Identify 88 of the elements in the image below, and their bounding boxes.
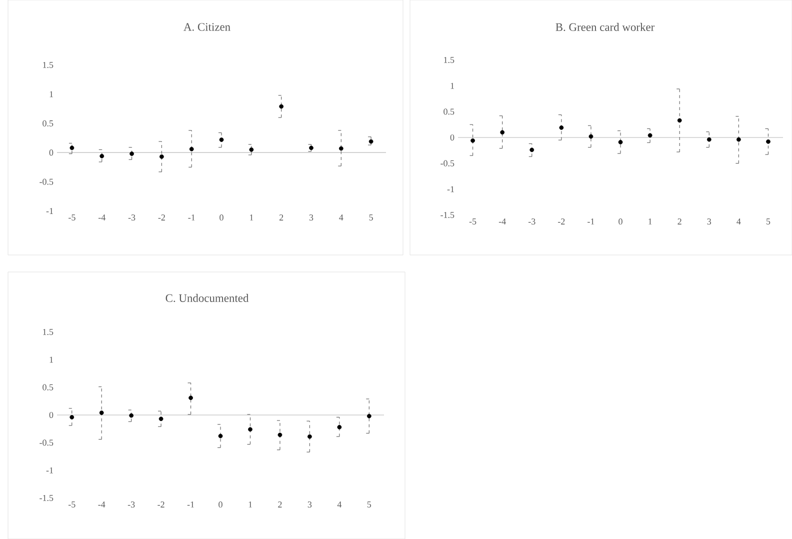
point (278, 432, 282, 438)
x-tick-label: 3 (707, 218, 712, 225)
point (337, 424, 342, 430)
point (500, 130, 505, 135)
y-tick-label: -1.5 (40, 494, 54, 502)
point (307, 434, 312, 439)
point (588, 134, 594, 139)
y-tick-label: 1 (50, 91, 53, 98)
point (368, 139, 374, 144)
point (366, 414, 372, 418)
point (736, 137, 741, 142)
y-tick-label: -1.5 (440, 212, 454, 218)
y-tick-label: -1 (46, 467, 53, 474)
point (618, 140, 623, 144)
chart-title: B. Green card worker (556, 22, 655, 32)
x-tick-label: 4 (339, 214, 344, 220)
point (219, 138, 224, 142)
x-tick-label: -2 (158, 502, 164, 508)
point (249, 147, 254, 152)
x-tick-label: -5 (68, 214, 76, 220)
x-tick-label: -2 (158, 214, 165, 220)
x-tick-label: 0 (220, 214, 224, 221)
x-tick-label: 5 (367, 502, 372, 508)
point (99, 410, 104, 415)
y-tick-label: 1.5 (43, 328, 54, 336)
y-tick-label: 0.5 (42, 384, 54, 390)
x-tick-label: -1 (588, 218, 594, 224)
y-tick-label: 1.5 (444, 56, 454, 64)
point (189, 146, 194, 152)
x-tick-label: 4 (337, 502, 342, 508)
point (70, 146, 74, 150)
x-tick-label: 5 (766, 218, 770, 224)
point (706, 137, 712, 142)
point (129, 413, 134, 418)
point (530, 148, 534, 152)
y-tick-label: 1 (450, 82, 454, 89)
x-tick-label: 3 (309, 214, 314, 221)
x-tick-label: -2 (558, 218, 565, 224)
point (648, 133, 652, 138)
point (218, 434, 223, 438)
x-tick-label: -4 (98, 214, 106, 220)
y-tick-label: -0.5 (440, 160, 454, 166)
y-tick-label: 0.5 (42, 120, 54, 126)
x-tick-label: -3 (528, 218, 536, 225)
y-tick-label: 1.5 (43, 62, 54, 68)
x-tick-label: 4 (736, 218, 741, 224)
point (470, 138, 475, 143)
point (677, 118, 682, 123)
point (130, 152, 134, 156)
x-tick-label: -4 (98, 502, 106, 508)
point (160, 154, 164, 159)
x-tick-label: 0 (618, 218, 622, 225)
x-tick-label: 1 (250, 214, 254, 220)
x-tick-label: -4 (498, 218, 506, 224)
point (338, 146, 344, 151)
x-tick-label: 2 (279, 214, 284, 220)
point (766, 139, 770, 144)
point (188, 396, 193, 400)
point (70, 415, 74, 420)
x-tick-label: -5 (68, 502, 76, 508)
y-tick-label: 0 (450, 134, 454, 141)
y-tick-label: 1 (50, 356, 53, 363)
point (279, 104, 284, 109)
y-tick-label: 0.5 (444, 108, 454, 115)
y-tick-label: -0.5 (40, 178, 54, 185)
x-tick-label: -3 (128, 214, 136, 221)
chart-title: C. Undocumented (166, 294, 249, 302)
y-tick-label: -1 (447, 186, 454, 192)
x-tick-label: 0 (218, 502, 222, 508)
x-tick-label: 3 (308, 502, 312, 508)
x-tick-label: 5 (369, 214, 373, 220)
x-tick-label: -5 (469, 218, 476, 224)
x-tick-label: 1 (648, 218, 652, 224)
y-tick-label: -0.5 (40, 440, 54, 446)
x-tick-label: 1 (248, 502, 252, 508)
point (559, 125, 564, 130)
point (248, 427, 252, 432)
x-tick-label: -1 (188, 214, 195, 220)
chart-title: A. Citizen (184, 23, 230, 31)
point (100, 154, 104, 158)
x-tick-label: 2 (678, 218, 682, 224)
y-tick-label: -1 (46, 208, 53, 214)
x-tick-label: 2 (278, 502, 282, 508)
point (158, 416, 164, 422)
y-tick-label: 0 (49, 150, 54, 156)
y-tick-label: 0 (49, 412, 54, 418)
x-tick-label: -1 (187, 502, 194, 508)
x-tick-label: -3 (128, 502, 135, 508)
